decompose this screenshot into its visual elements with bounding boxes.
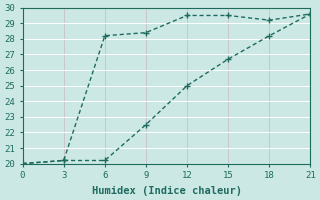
X-axis label: Humidex (Indice chaleur): Humidex (Indice chaleur) (92, 186, 242, 196)
